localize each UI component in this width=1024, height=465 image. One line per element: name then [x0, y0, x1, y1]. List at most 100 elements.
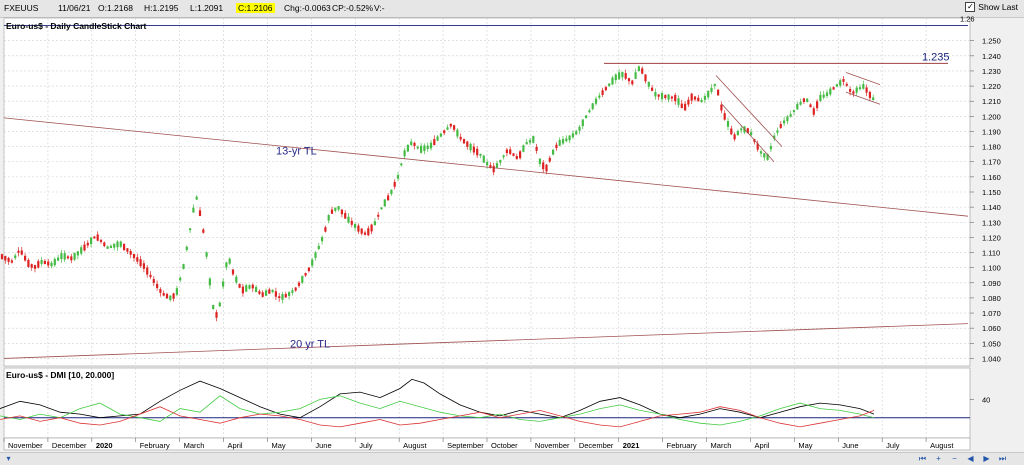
- y-tick-label: 1.100: [982, 264, 1001, 273]
- candle-body: [159, 289, 162, 293]
- candle-body: [205, 252, 208, 257]
- candle-body: [647, 81, 650, 87]
- candle-body: [746, 128, 749, 134]
- candle-body: [637, 66, 640, 72]
- last-icon[interactable]: ⏭: [998, 454, 1007, 463]
- candle-body: [370, 224, 373, 232]
- candle-body: [354, 223, 357, 228]
- candle-body: [627, 78, 631, 82]
- candle-body: [294, 287, 297, 291]
- candle-body: [215, 312, 218, 318]
- zoom-out-icon[interactable]: −: [952, 454, 957, 463]
- candle-body: [334, 207, 337, 211]
- candle-body: [76, 251, 79, 256]
- candle-body: [218, 302, 221, 307]
- trendline-label-20yr: 20 yr TL: [290, 338, 330, 350]
- candle-body: [456, 129, 459, 137]
- trendline-flag-lower: [845, 91, 881, 105]
- candle-body: [185, 246, 188, 250]
- candle-body: [317, 245, 320, 250]
- candle-body: [258, 291, 261, 294]
- x-tick-label: October: [491, 441, 518, 450]
- x-tick-label: February: [667, 441, 697, 450]
- y-tick-label: 1.210: [982, 97, 1001, 106]
- candle-body: [598, 95, 601, 98]
- candle-body: [479, 153, 482, 156]
- candle-body: [792, 110, 796, 112]
- candle-body: [119, 241, 122, 247]
- zoom-in-icon[interactable]: +: [936, 454, 941, 463]
- candle-body: [776, 130, 779, 133]
- candle-body: [7, 257, 10, 262]
- x-tick-label: 2021: [623, 441, 640, 450]
- high-label: H:1.2195: [144, 3, 179, 13]
- candle-body: [783, 120, 786, 124]
- candle-body: [202, 229, 205, 233]
- first-icon[interactable]: ⏮: [918, 454, 927, 463]
- candle-body: [641, 68, 644, 74]
- candle-body: [103, 242, 106, 247]
- candle-body: [43, 260, 46, 264]
- y-tick-label: 1.230: [982, 67, 1001, 76]
- candle-body: [476, 148, 479, 156]
- candle-body: [149, 274, 152, 278]
- candle-body: [439, 133, 442, 137]
- y-tick-label: 1.040: [982, 354, 1001, 363]
- candle-body: [393, 181, 396, 187]
- candle-body: [713, 83, 716, 86]
- y-tick-label: 1.220: [982, 82, 1001, 91]
- candle-body: [50, 262, 53, 267]
- candle-body: [330, 209, 334, 214]
- candle-body: [561, 139, 565, 144]
- candle-body: [700, 100, 703, 103]
- back-icon[interactable]: ◀: [967, 454, 974, 463]
- candle-body: [73, 252, 76, 260]
- y-tick-label: 1.120: [982, 233, 1001, 242]
- candle-body: [304, 273, 307, 276]
- candle-body: [565, 138, 568, 142]
- candle-body: [274, 291, 277, 297]
- show-last-toggle[interactable]: ✓ Show Last: [965, 2, 1018, 12]
- candle-body: [519, 151, 522, 159]
- candle-body: [37, 261, 40, 268]
- candle-body: [707, 91, 710, 98]
- candle-body: [684, 103, 687, 111]
- candle-body: [390, 189, 393, 195]
- candle-body: [528, 140, 532, 143]
- candle-body: [512, 153, 515, 156]
- candle-body: [241, 286, 244, 294]
- checkbox-checked-icon[interactable]: ✓: [965, 2, 976, 12]
- candle-body: [360, 228, 363, 234]
- candle-body: [291, 290, 294, 293]
- candle-body: [271, 289, 274, 293]
- candle-body: [750, 132, 753, 136]
- candle-body: [858, 87, 862, 90]
- candle-body: [522, 145, 525, 152]
- candle-body: [472, 146, 475, 153]
- candle-body: [40, 259, 43, 264]
- candle-body: [819, 94, 822, 102]
- x-tick-label: November: [8, 441, 43, 450]
- main-chart-title: Euro-us$ - Daily CandleStick Chart: [6, 21, 147, 31]
- candle-body: [872, 97, 875, 101]
- candle-body: [268, 289, 271, 294]
- candle-body: [674, 94, 677, 102]
- candle-body: [24, 255, 27, 261]
- candle-body: [492, 165, 495, 173]
- candle-body: [443, 130, 446, 134]
- candle-body: [664, 95, 667, 99]
- y-tick-label: 1.160: [982, 173, 1001, 182]
- candle-body: [852, 91, 855, 94]
- candle-body: [555, 144, 558, 149]
- forward-icon[interactable]: ▶: [983, 454, 990, 463]
- candle-body: [33, 265, 37, 269]
- candle-body: [426, 145, 429, 149]
- candle-body: [825, 92, 829, 96]
- candle-body: [532, 136, 535, 143]
- candle-body: [604, 87, 607, 91]
- candle-body: [0, 254, 4, 259]
- candle-body: [17, 250, 20, 253]
- arrow-down-icon[interactable]: ▾: [6, 454, 11, 463]
- candle-body: [733, 134, 736, 140]
